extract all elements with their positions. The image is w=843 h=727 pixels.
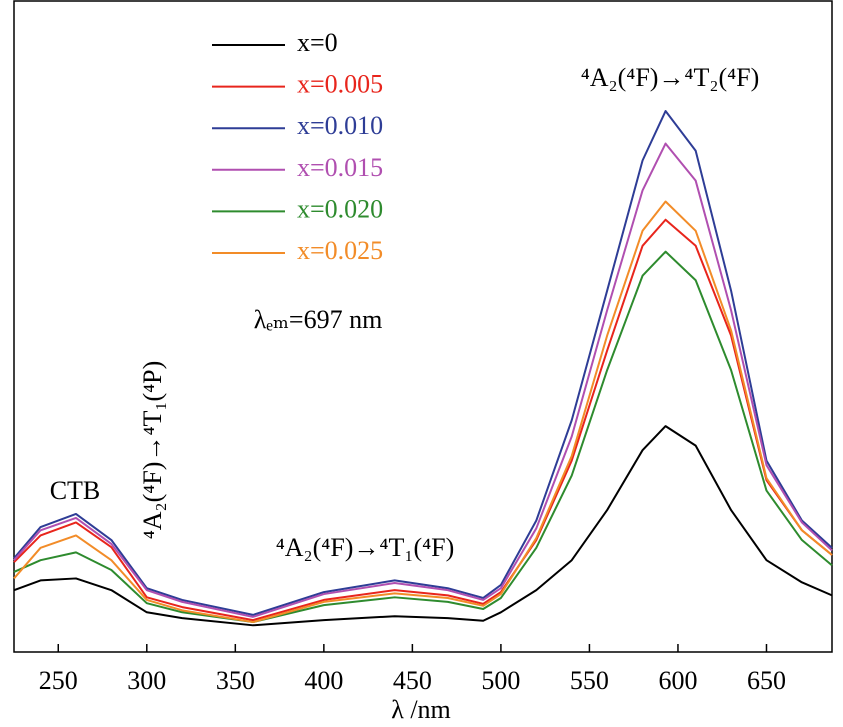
x-tick-label: 450 — [393, 666, 432, 695]
annotation: λₑₘ=697 nm — [254, 305, 383, 334]
annotation: ⁴A₂(⁴F)→⁴T₂(⁴F) — [581, 63, 760, 92]
x-axis-label: λ /nm — [391, 695, 451, 724]
series-line — [13, 425, 833, 627]
legend-label: x=0.005 — [297, 70, 383, 99]
legend-label: x=0.025 — [297, 236, 383, 265]
legend-label: x=0.020 — [297, 194, 383, 223]
legend-label: x=0.010 — [297, 111, 383, 140]
plot-frame — [13, 0, 833, 653]
legend-label: x=0 — [297, 28, 338, 57]
series-line — [13, 200, 833, 624]
series-line — [13, 250, 833, 624]
annotation: ⁴A₂(⁴F)→⁴T₁(⁴P) — [138, 361, 167, 540]
series-line — [13, 110, 833, 616]
legend-label: x=0.015 — [297, 153, 383, 182]
annotation: ⁴A₂(⁴F)→⁴T₁(⁴F) — [276, 533, 455, 562]
x-tick-label: 350 — [216, 666, 255, 695]
series-line — [13, 218, 833, 622]
annotation: CTB — [50, 476, 101, 505]
x-tick-label: 400 — [304, 666, 343, 695]
series-line — [13, 142, 833, 618]
x-tick-label: 650 — [747, 666, 786, 695]
x-tick-label: 250 — [39, 666, 78, 695]
x-tick-label: 600 — [658, 666, 697, 695]
x-tick-label: 500 — [481, 666, 520, 695]
x-tick-label: 550 — [570, 666, 609, 695]
x-tick-label: 300 — [127, 666, 166, 695]
